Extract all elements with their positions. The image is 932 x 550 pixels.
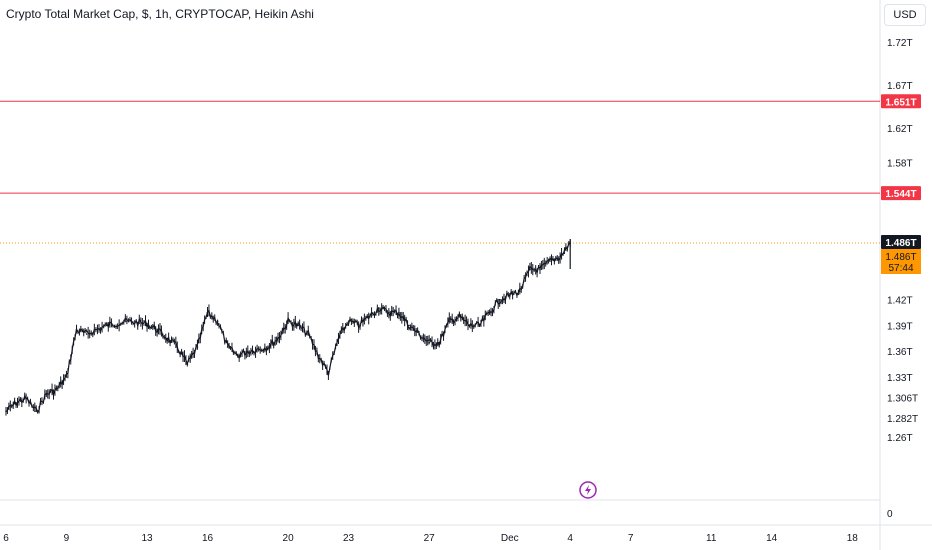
series-point <box>337 337 340 340</box>
series-point <box>186 363 189 365</box>
time-tick-label: 14 <box>766 533 778 544</box>
price-tick-label: 1.67T <box>887 81 913 92</box>
series-point <box>327 371 330 374</box>
series-point <box>448 320 451 322</box>
price-tick-label: 1.26T <box>887 433 913 444</box>
series-point <box>55 389 58 391</box>
series-point <box>519 290 521 292</box>
series-point <box>438 341 441 344</box>
series-point <box>377 307 380 310</box>
series-point <box>468 324 471 327</box>
time-tick-label: 20 <box>283 533 295 544</box>
series-point <box>176 346 179 348</box>
series-point <box>45 393 48 395</box>
series-point <box>287 320 289 322</box>
series-point <box>508 294 511 297</box>
time-tick-label: 13 <box>141 533 153 544</box>
series-point <box>25 397 27 400</box>
last-price-secondary-label: 1.486T <box>885 252 916 263</box>
time-tick-label: 7 <box>628 533 634 544</box>
price-tick-label: 1.282T <box>887 414 918 425</box>
series-point <box>498 298 501 301</box>
horizontal-line-label: 1.544T <box>885 189 916 200</box>
countdown-badge <box>881 249 921 274</box>
time-tick-label: 11 <box>706 533 717 544</box>
series-point <box>428 341 430 344</box>
series-point <box>307 333 310 335</box>
time-tick-label: 18 <box>847 533 859 544</box>
time-tick-label: 23 <box>343 533 355 544</box>
series-point <box>105 324 108 327</box>
series-point <box>297 324 299 327</box>
series-point <box>529 268 531 271</box>
last-price-label: 1.486T <box>885 238 916 249</box>
price-tick-label: 1.39T <box>887 321 913 332</box>
countdown-label: 57:44 <box>888 263 913 274</box>
price-tick-label: 1.36T <box>887 347 913 358</box>
series-point <box>367 316 370 318</box>
series-point <box>559 255 561 258</box>
time-tick-label: 27 <box>424 533 436 544</box>
series-point <box>236 354 239 357</box>
time-tick-label: 16 <box>202 533 214 544</box>
series-point <box>408 324 410 327</box>
time-tick-label: Dec <box>501 533 519 544</box>
series-point <box>418 333 420 335</box>
volume-axis-label: 0 <box>887 509 893 520</box>
last-price-badge <box>881 235 921 249</box>
series-point <box>15 401 17 404</box>
horizontal-line-label-bg <box>881 186 921 201</box>
series-point <box>126 320 128 322</box>
series-point <box>317 354 320 357</box>
series-point <box>267 346 269 348</box>
series-point <box>458 316 461 318</box>
series-point <box>357 324 360 327</box>
price-series-line <box>5 242 571 414</box>
series-point <box>65 376 68 378</box>
time-tick-label: 4 <box>567 533 573 544</box>
series-point <box>166 337 168 340</box>
series-point <box>226 346 229 348</box>
series-point <box>347 320 350 322</box>
time-tick-label: 9 <box>64 533 70 544</box>
series-point <box>5 410 7 413</box>
series-point <box>478 324 481 327</box>
series-point <box>388 311 390 314</box>
price-tick-label: 1.62T <box>887 124 913 135</box>
series-point <box>549 260 551 262</box>
series-point <box>488 311 491 314</box>
series-point <box>277 337 279 340</box>
series-point <box>156 328 158 331</box>
horizontal-line-label-bg <box>881 94 921 109</box>
price-tick-label: 1.42T <box>887 296 913 307</box>
time-tick-label: 6 <box>3 533 9 544</box>
series-point <box>75 328 78 331</box>
series-point <box>196 346 199 348</box>
chart-title: Crypto Total Market Cap, $, 1h, CRYPTOCA… <box>6 7 314 21</box>
price-tick-label: 1.306T <box>887 394 918 405</box>
horizontal-line-label: 1.651T <box>885 97 916 108</box>
series-point <box>398 311 400 314</box>
series-point <box>35 410 38 413</box>
currency-button[interactable]: USD <box>884 4 926 26</box>
series-point <box>206 311 209 314</box>
series-point <box>539 268 541 271</box>
price-tick-label: 1.72T <box>887 38 913 49</box>
lightning-glyph <box>585 485 591 495</box>
series-point <box>247 350 249 353</box>
price-tick-label: 1.33T <box>887 373 913 384</box>
series-point <box>85 333 88 335</box>
series-point <box>146 322 148 325</box>
series-point <box>216 320 219 322</box>
price-tick-label: 1.58T <box>887 158 913 169</box>
